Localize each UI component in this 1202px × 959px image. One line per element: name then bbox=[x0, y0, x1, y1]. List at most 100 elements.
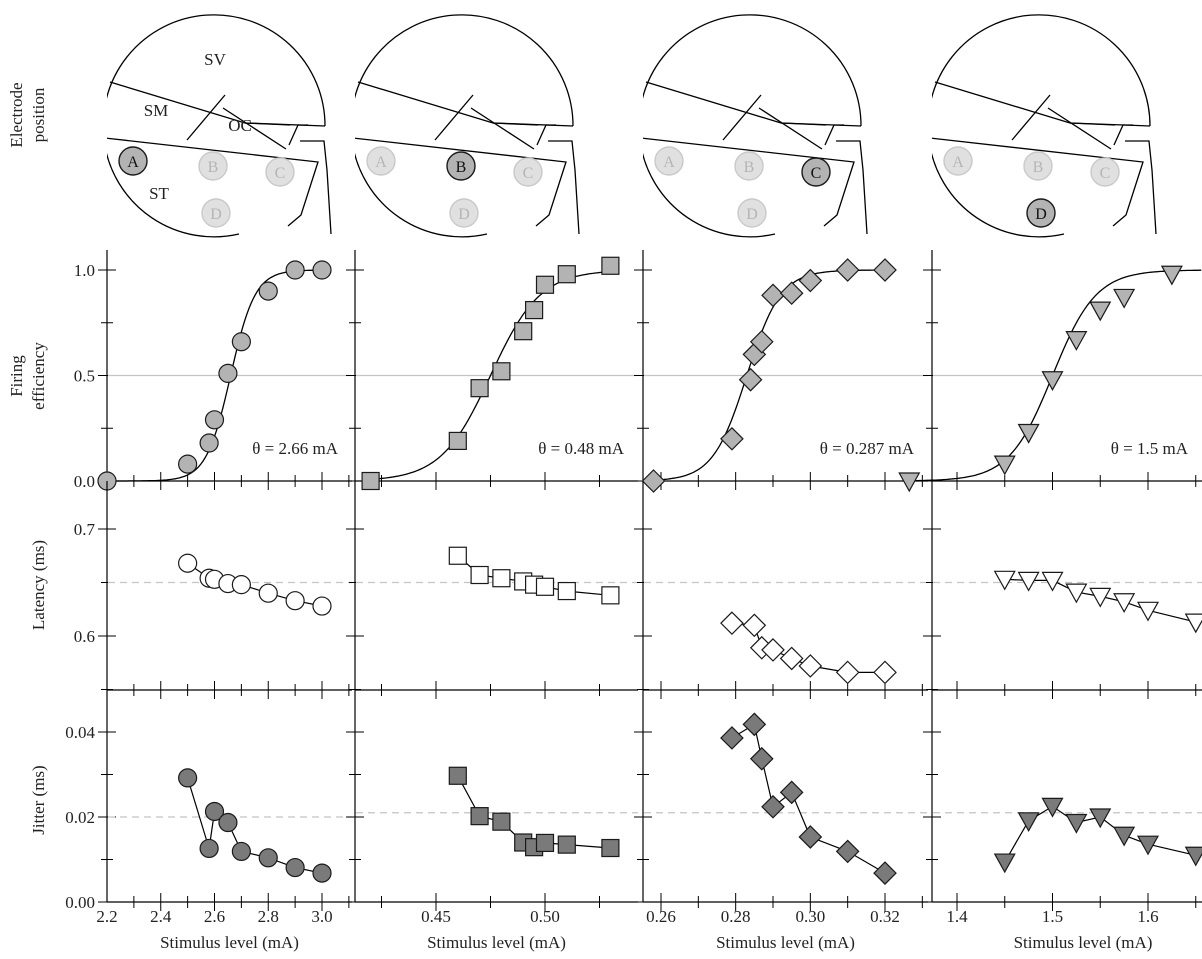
reissner-membrane-end bbox=[934, 81, 1116, 126]
row-label-firing-line1: Firing bbox=[7, 355, 26, 397]
row-label-electrode-line1: Electrode bbox=[7, 82, 26, 147]
x-tick-label: 0.30 bbox=[795, 907, 825, 926]
jitter-point bbox=[285, 857, 305, 878]
spiral-ligament bbox=[1125, 140, 1157, 235]
latency-point bbox=[835, 660, 860, 685]
latency-point bbox=[873, 660, 897, 685]
jitter-point bbox=[258, 848, 278, 868]
latency-point bbox=[492, 569, 511, 588]
limbus-step bbox=[1113, 124, 1133, 146]
firing-point bbox=[1089, 301, 1112, 322]
firing-point bbox=[873, 258, 897, 282]
jitter-panel-a: 0.00 0.02 0.04 bbox=[65, 690, 352, 912]
electrode-label-a: A bbox=[663, 154, 675, 171]
firing-point bbox=[524, 300, 544, 320]
firing-point bbox=[535, 275, 555, 294]
organ-divider bbox=[434, 94, 474, 141]
cochlea-outline bbox=[643, 14, 862, 238]
firing-point bbox=[312, 260, 332, 280]
threshold-label: θ = 1.5 mA bbox=[1111, 439, 1189, 458]
tectorial-line bbox=[222, 107, 287, 150]
electrode-a bbox=[654, 146, 684, 176]
latency-point bbox=[258, 583, 278, 603]
cochlea-diagram: SV SM OC ST A B C D bbox=[107, 14, 332, 238]
electrode-label-c: C bbox=[811, 165, 822, 182]
jitter-point bbox=[873, 861, 897, 885]
basilar-membrane bbox=[643, 137, 855, 227]
firing-point bbox=[285, 260, 305, 280]
jitter-point bbox=[779, 780, 804, 805]
reissner-membrane-end bbox=[109, 81, 291, 126]
electrode-label-b: B bbox=[456, 159, 467, 176]
electrode-label-c: C bbox=[275, 165, 286, 182]
firing-point bbox=[993, 455, 1016, 476]
limbus-step bbox=[536, 124, 556, 146]
electrode-label-a: A bbox=[127, 154, 139, 171]
x-tick-label: 2.6 bbox=[204, 907, 225, 926]
jitter-point bbox=[742, 712, 767, 737]
jitter-point bbox=[798, 825, 823, 849]
latency-panel-d bbox=[923, 481, 1202, 699]
organ-divider bbox=[186, 94, 226, 141]
latency-panel-c bbox=[634, 481, 928, 699]
electrode-b bbox=[198, 151, 228, 181]
jitter-point bbox=[199, 838, 219, 859]
latency-point bbox=[312, 596, 332, 616]
latency-point bbox=[720, 611, 744, 636]
limbus-step bbox=[288, 124, 308, 146]
threshold-label: θ = 0.48 mA bbox=[538, 439, 624, 458]
x-tick-label: 0.26 bbox=[646, 907, 676, 926]
label-oc: OC bbox=[228, 116, 252, 135]
firing-panel-d: θ = 1.5 mA bbox=[898, 250, 1202, 493]
electrode-label-d: D bbox=[746, 206, 758, 223]
cochlea-outline bbox=[107, 14, 326, 238]
x-axis-label: Stimulus level (mA) bbox=[160, 933, 299, 952]
jitter-point bbox=[492, 812, 511, 831]
organ-divider bbox=[1011, 94, 1051, 141]
electrode-b bbox=[1023, 151, 1053, 181]
panel-col-a: 0.0 0.5 1.0 θ = 2.66 mA 0.6 0.7 0.00 0.02 0.04 2.… bbox=[65, 250, 352, 952]
y-tick-label: 0.0 bbox=[74, 472, 95, 491]
x-axis-label: Stimulus level (mA) bbox=[427, 933, 566, 952]
firing-point bbox=[492, 362, 511, 381]
tectorial-line bbox=[470, 107, 535, 150]
electrode-d bbox=[737, 198, 767, 228]
electrode-c bbox=[513, 157, 543, 187]
electrode-c bbox=[801, 157, 831, 187]
firing-panel-b: θ = 0.48 mA bbox=[346, 250, 638, 491]
firing-panel-a: 0.0 0.5 1.0 θ = 2.66 mA bbox=[74, 250, 352, 491]
electrode-a bbox=[118, 146, 148, 176]
electrode-label-b: B bbox=[208, 159, 219, 176]
electrode-label-d: D bbox=[458, 206, 470, 223]
jitter-point bbox=[1065, 813, 1088, 834]
latency-point bbox=[470, 565, 489, 585]
jitter-point bbox=[1184, 846, 1202, 867]
jitter-point bbox=[993, 853, 1016, 874]
y-tick-label: 0.5 bbox=[74, 367, 95, 386]
latency-point bbox=[779, 646, 804, 671]
firing-point bbox=[1160, 265, 1183, 286]
x-tick-label: 1.5 bbox=[1042, 907, 1063, 926]
organ-divider bbox=[722, 94, 762, 141]
panel-col-b: θ = 0.48 mA 0.45 0.50 Stimulus level (mA) bbox=[346, 250, 638, 952]
threshold-label: θ = 0.287 mA bbox=[820, 439, 915, 458]
x-tick-label: 0.32 bbox=[870, 907, 900, 926]
cochlea-outline bbox=[932, 14, 1151, 238]
latency-point bbox=[178, 553, 198, 573]
row-label-latency: Latency (ms) bbox=[29, 540, 48, 630]
label-st: ST bbox=[149, 184, 169, 203]
firing-point bbox=[1065, 331, 1088, 351]
y-tick-label: 0.6 bbox=[74, 627, 95, 646]
latency-point bbox=[993, 570, 1016, 591]
cochlea-outline bbox=[355, 14, 574, 238]
firing-point bbox=[199, 433, 219, 453]
limbus-step bbox=[824, 124, 844, 146]
firing-point bbox=[470, 379, 489, 398]
electrode-label-c: C bbox=[1100, 165, 1111, 182]
firing-point bbox=[448, 431, 467, 451]
row-label-electrode-line2: position bbox=[29, 87, 48, 142]
y-tick-label: 0.02 bbox=[65, 808, 95, 827]
jitter-panel-b bbox=[346, 690, 638, 911]
firing-point bbox=[557, 265, 576, 284]
